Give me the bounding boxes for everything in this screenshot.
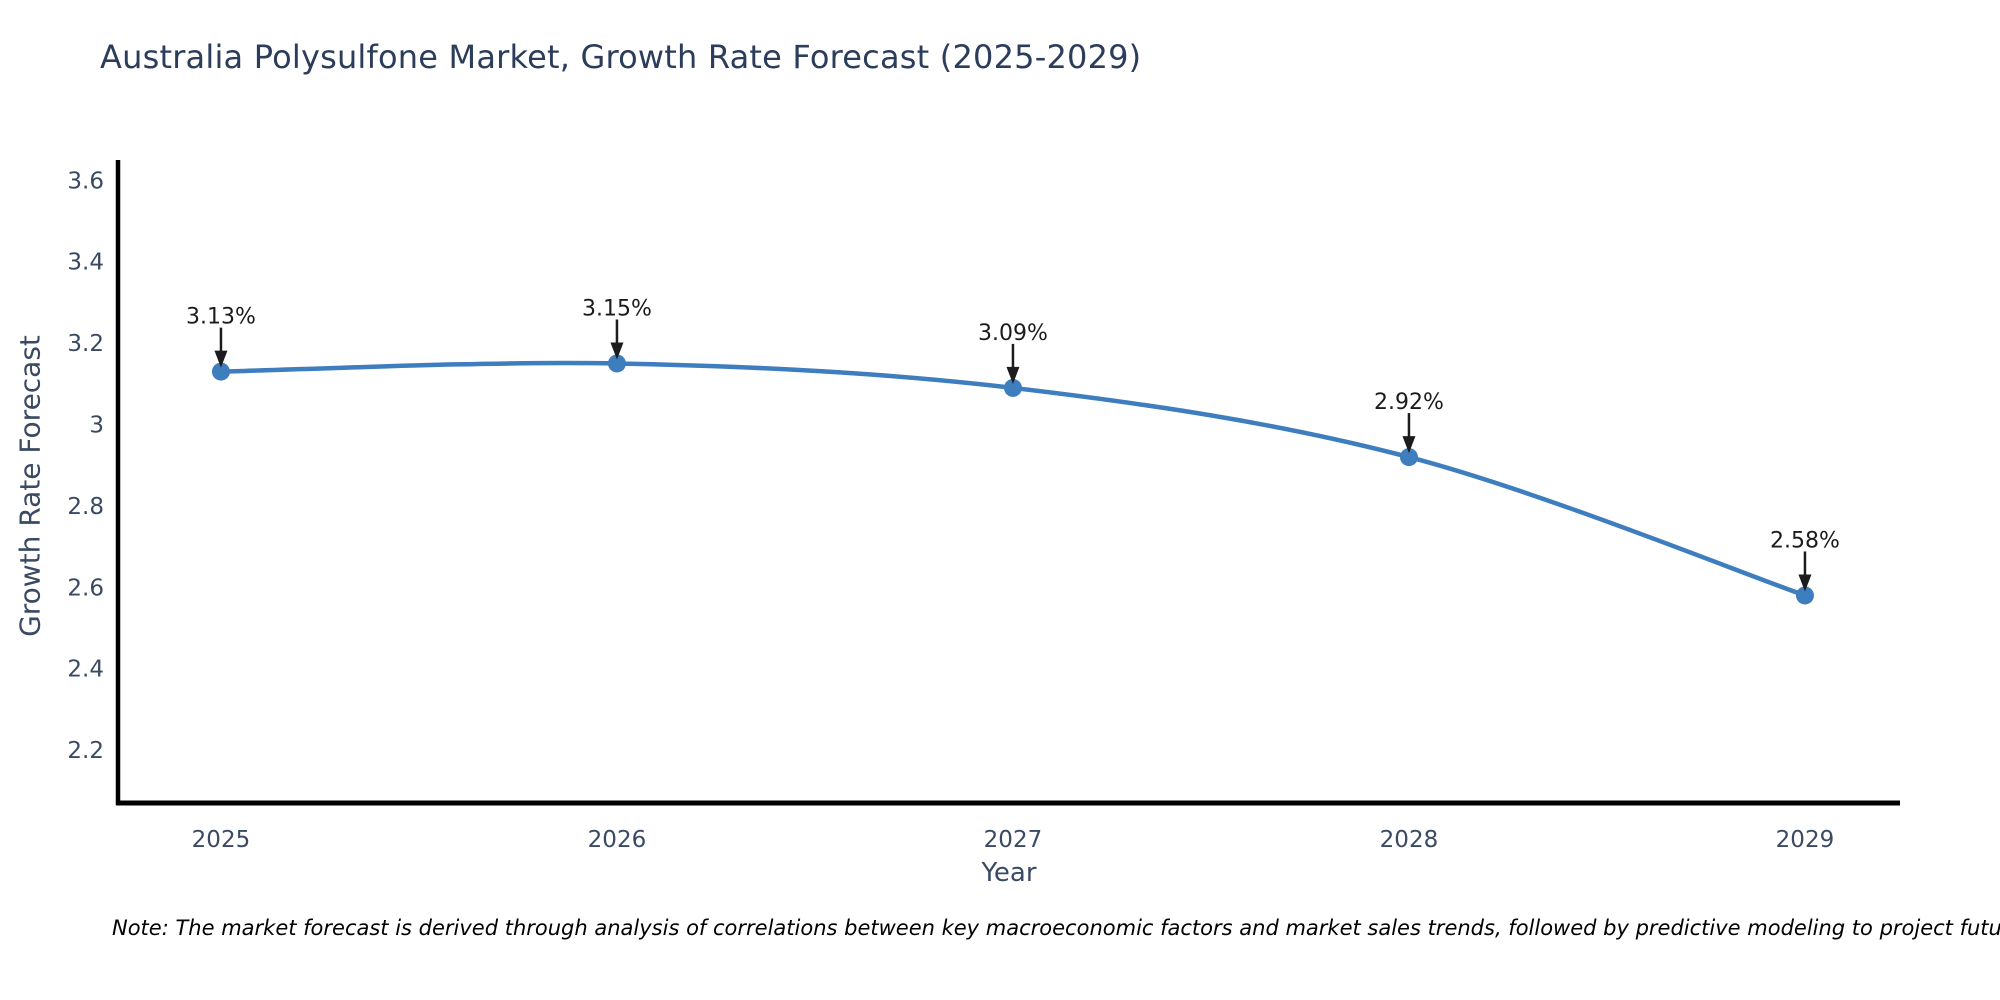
y-tick-label: 3 [89,413,104,439]
x-tick-label: 2028 [1380,827,1439,853]
y-tick-label: 3.4 [67,250,104,276]
data-point-marker [211,362,230,381]
annotation-arrowhead-icon [1798,574,1812,592]
x-tick-label: 2026 [588,827,647,853]
y-tick-label: 3.2 [67,331,104,357]
annotation-arrowhead-icon [1006,366,1020,384]
data-point-label: 2.58% [1770,528,1840,553]
footnote: Note: The market forecast is derived thr… [112,916,2000,940]
annotation-arrowhead-icon [214,350,228,368]
y-tick-label: 2.8 [67,494,104,520]
data-point-label: 3.13% [186,305,256,330]
data-point-label: 3.09% [978,321,1048,346]
data-point-marker [607,354,626,373]
y-tick-label: 2.2 [67,738,104,764]
annotation-arrowhead-icon [610,342,624,360]
y-tick-label: 2.4 [67,657,104,683]
data-point-marker [1003,378,1022,397]
x-tick-label: 2027 [984,827,1043,853]
x-tick-label: 2029 [1776,827,1835,853]
data-point-label: 3.15% [582,296,652,321]
x-tick-label: 2025 [192,827,251,853]
data-point-label: 2.92% [1374,390,1444,415]
chart-title: Australia Polysulfone Market, Growth Rat… [100,38,1142,76]
y-tick-label: 3.6 [67,168,104,194]
y-tick-label: 2.6 [67,575,104,601]
forecast-line [218,360,1808,598]
data-point-marker [1795,586,1814,605]
data-point-marker [1399,448,1418,467]
x-axis-title: Year [981,858,1037,888]
annotation-arrowhead-icon [1402,436,1416,454]
